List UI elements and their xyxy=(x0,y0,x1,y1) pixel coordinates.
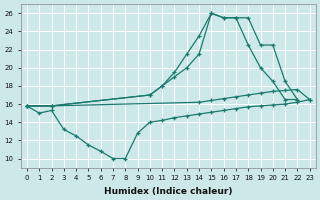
X-axis label: Humidex (Indice chaleur): Humidex (Indice chaleur) xyxy=(104,187,233,196)
